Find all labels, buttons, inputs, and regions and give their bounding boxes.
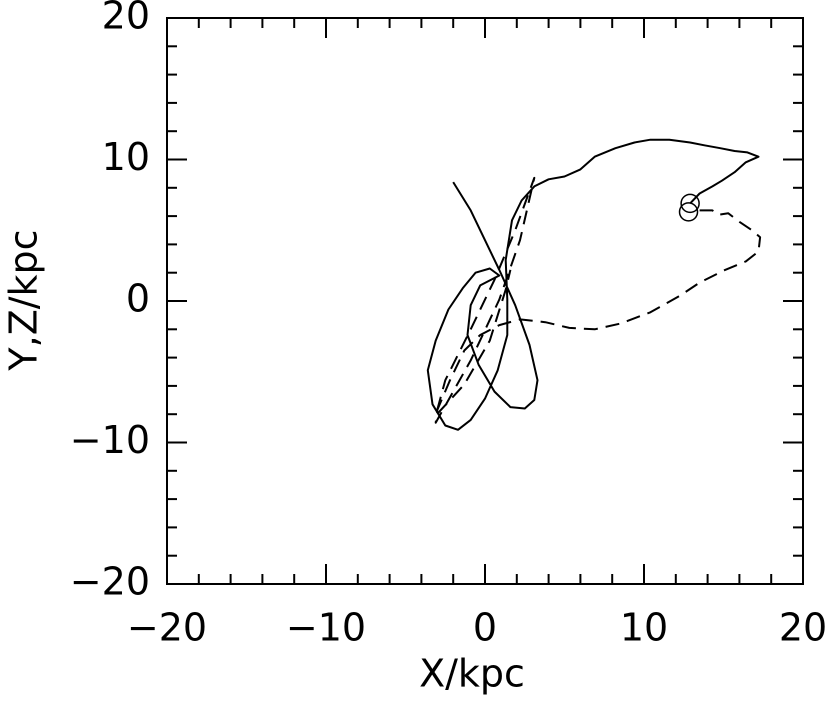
- x-tick-label: 0: [473, 606, 497, 650]
- dashed-orbit: [434, 176, 762, 424]
- position-marker: [680, 193, 700, 214]
- x-tick-label: −20: [127, 606, 207, 650]
- x-tick-label: 20: [779, 606, 827, 650]
- x-axis-label: X/kpc: [419, 652, 525, 696]
- solid-orbit: [426, 138, 760, 431]
- position-marker: [678, 202, 699, 222]
- y-tick-label: 20: [102, 0, 150, 38]
- y-tick-label: 0: [126, 277, 150, 321]
- y-tick-label: 10: [102, 135, 150, 179]
- y-tick-label: −20: [70, 560, 150, 604]
- x-tick-label: 10: [620, 606, 668, 650]
- y-tick-label: −10: [70, 418, 150, 462]
- x-tick-label: −10: [286, 606, 366, 650]
- y-axis-label: Y,Z/kpc: [2, 229, 46, 371]
